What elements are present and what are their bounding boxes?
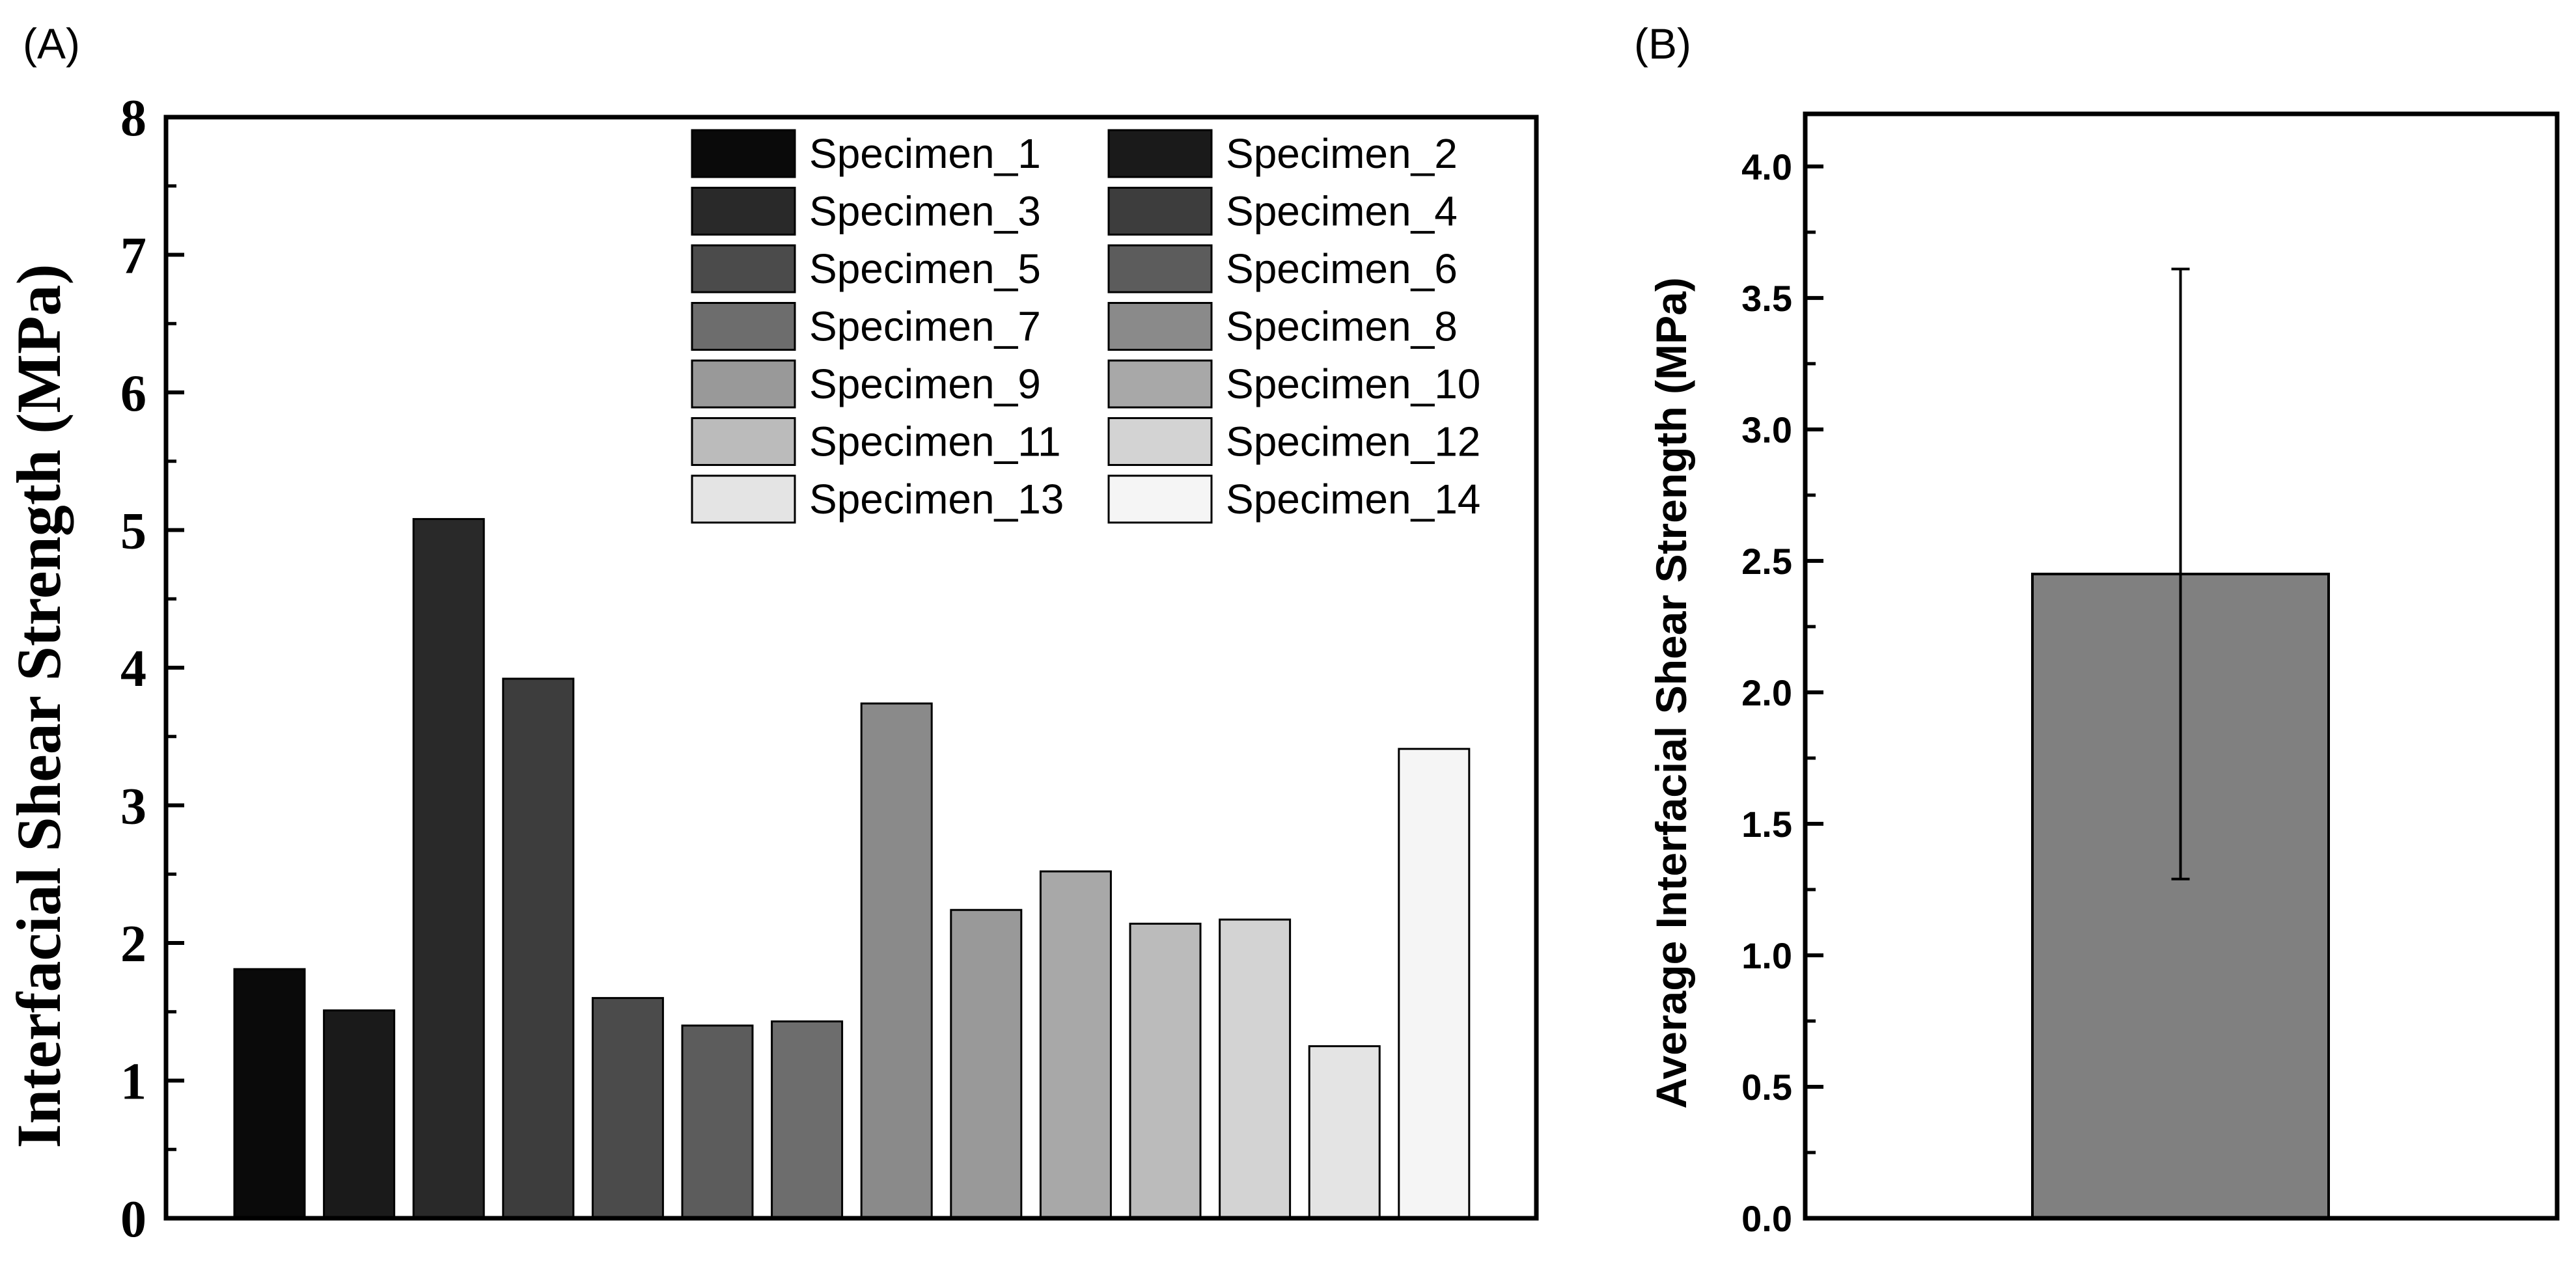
panel-a-legend-label: Specimen_14 [1226,476,1480,523]
panel-a-legend: Specimen_1 Specimen_2 Specimen_3 Specimen_4… [691,129,1480,524]
panel-b: (B) Average Interfacial Shear Strength (… [1634,20,2560,1239]
panel-a-legend-swatch [691,187,796,236]
panel-a-bar-specimen-10 [1039,870,1112,1220]
panel-b-y-axis-label: Average Interfacial Shear Strength (MPa) [1647,277,1695,1109]
panel-a-legend-label: Specimen_4 [1226,188,1458,235]
panel-a-legend-label: Specimen_1 [809,130,1041,177]
panel-a-bar-specimen-9 [950,908,1023,1220]
panel-a-plot-frame [163,115,1539,1221]
panel-a-label: (A) [23,20,80,68]
panel-a-y-tick-label: 1 [120,1054,146,1111]
panel-a-legend-label: Specimen_2 [1226,130,1458,177]
panel-a-bar-specimen-7 [771,1020,844,1220]
panel-a-bar-specimen-6 [681,1024,754,1220]
panel-a-legend-label: Specimen_10 [1226,361,1480,407]
panel-a-y-tick-label: 4 [120,640,146,698]
panel-a-legend-label: Specimen_13 [809,476,1064,523]
panel-b-label: (B) [1634,20,1691,68]
panel-a-legend-label: Specimen_5 [809,245,1041,292]
panel-b-y-tick-label: 2.5 [1741,541,1792,582]
panel-b-y-tick-label: 0.0 [1741,1198,1792,1239]
panel-a-legend-label: Specimen_11 [809,418,1061,465]
panel-b-y-tick-label: 1.5 [1741,804,1792,845]
panel-a-legend-swatch [1107,474,1213,524]
panel-b-y-tick-label: 4.0 [1741,146,1792,187]
panel-a-bar-specimen-11 [1129,922,1202,1220]
panel-a-legend-swatch [691,417,796,466]
panel-b-plot-frame [1803,111,2560,1221]
panel-b-y-tick-label: 3.5 [1741,278,1792,319]
panel-b-y-tick-label: 1.0 [1741,935,1792,976]
panel-a-y-tick-label: 7 [120,228,146,285]
panel-a-bar-specimen-4 [502,677,575,1220]
panel-b-y-tick-label: 2.0 [1741,672,1792,713]
panel-a-bar-specimen-5 [591,997,664,1220]
panel-a-y-tick-label: 3 [120,778,146,836]
panel-b-bars [2031,267,2330,1220]
panel-a-legend-swatch [1107,187,1213,236]
panel-a-legend-swatch [691,359,796,409]
panel-a-legend-label: Specimen_6 [1226,245,1458,292]
panel-a-legend-swatch [691,244,796,293]
panel-a-bar-specimen-13 [1308,1045,1381,1220]
panel-a-bar-specimen-1 [233,968,306,1220]
panel-a-y-tick-label: 8 [120,90,146,147]
panel-a-legend-label: Specimen_3 [809,188,1041,235]
panel-a-y-tick-label: 2 [120,916,146,973]
panel-a-legend-swatch [1107,359,1213,409]
panel-a-legend-swatch [1107,417,1213,466]
panel-a-bar-specimen-14 [1398,748,1471,1220]
panel-a-legend-label: Specimen_12 [1226,418,1480,465]
panel-a-legend-swatch [1107,302,1213,351]
panel-a-y-tick-label: 6 [120,365,146,422]
panel-a: (A) Interfacial Shear Strength (MPa) 0 1 2… [4,20,1539,1248]
panel-a-y-tick-label: 5 [120,503,146,560]
panel-a-legend-swatch [1107,129,1213,178]
panel-a-y-tick-label: 0 [120,1191,146,1248]
panel-a-y-axis-label: Interfacial Shear Strength (MPa) [4,264,74,1149]
panel-b-y-tick-label: 0.5 [1741,1067,1792,1108]
panel-a-legend-label: Specimen_8 [1226,303,1458,350]
panel-a-legend-swatch [1107,244,1213,293]
panel-a-bar-specimen-2 [323,1009,396,1220]
panel-a-legend-label: Specimen_7 [809,303,1041,350]
panel-a-bars [233,518,1471,1220]
panel-a-bar-specimen-3 [412,518,485,1220]
panel-a-bar-specimen-8 [860,702,933,1220]
panel-b-y-tick-label: 3.0 [1741,409,1792,450]
panel-a-axes: 0 1 2 3 4 5 6 7 8 [120,90,184,1248]
panel-a-bar-specimen-12 [1219,918,1292,1220]
panel-a-legend-swatch [691,474,796,524]
panel-a-legend-swatch [691,302,796,351]
panel-a-legend-swatch [691,129,796,178]
panel-a-legend-label: Specimen_9 [809,361,1041,407]
